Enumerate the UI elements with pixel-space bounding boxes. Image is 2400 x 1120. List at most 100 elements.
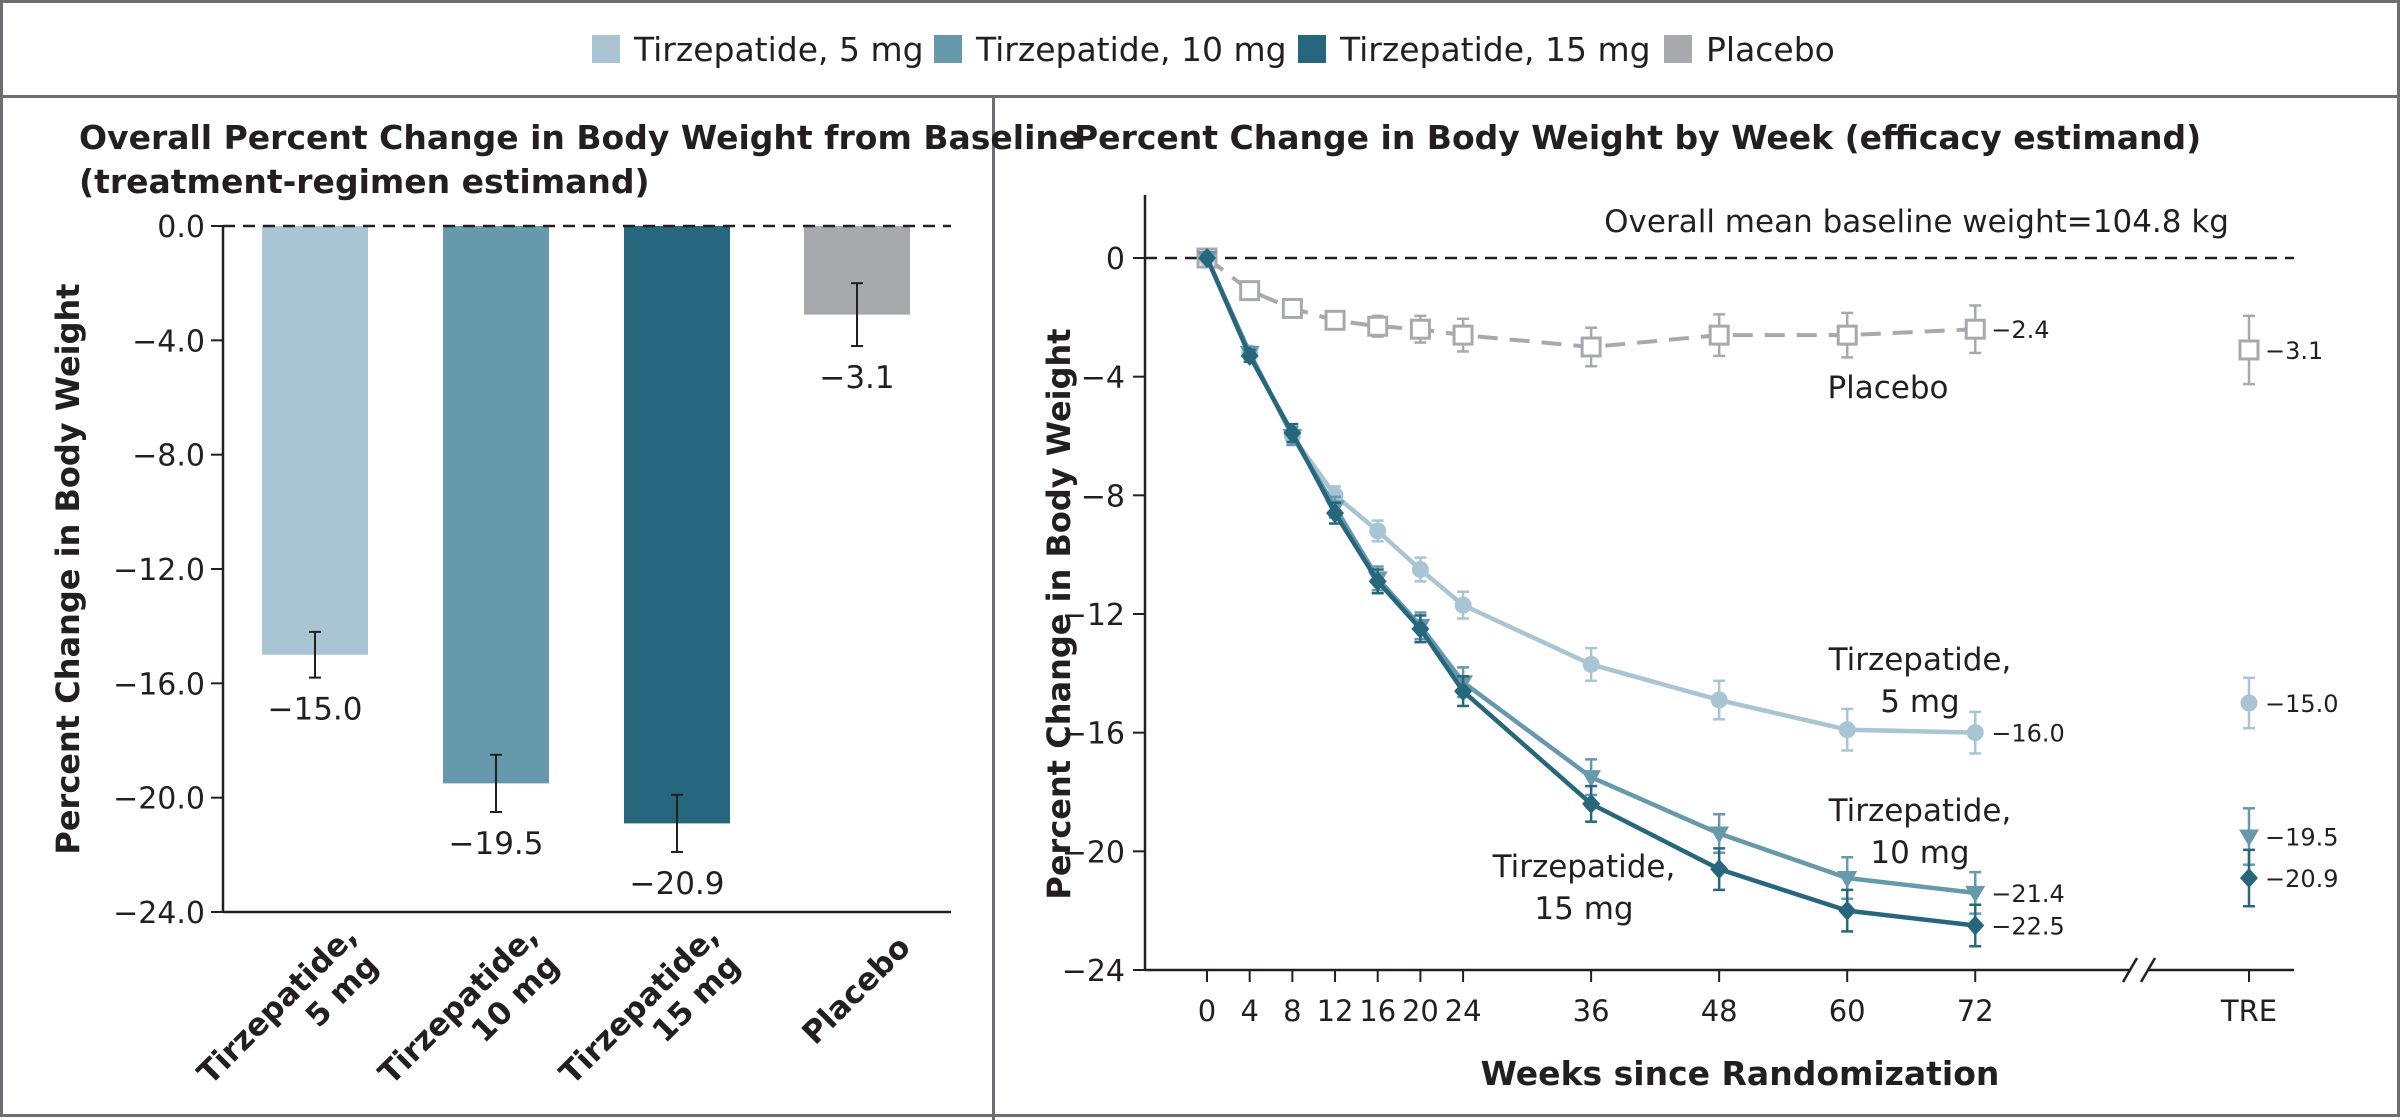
x-tick-label: 24 <box>1445 994 1482 1028</box>
y-tick-label: −8.0 <box>132 439 205 474</box>
end-value-label: −21.4 <box>1991 880 2065 908</box>
bar <box>443 226 549 784</box>
bar-chart: 0.0−4.0−8.0−12.0−16.0−20.0−24.0−15.0Tirz… <box>49 210 951 1092</box>
data-point <box>1838 900 1857 921</box>
baseline-weight-annotation: Overall mean baseline weight=104.8 kg <box>1604 204 2229 240</box>
data-point <box>1966 724 1984 742</box>
y-tick-label: −8 <box>1081 479 1125 514</box>
legend-label: Tirzepatide, 15 mg <box>1340 29 1651 69</box>
legend-swatch <box>1298 35 1326 63</box>
data-point <box>1581 770 1602 788</box>
legend-swatch <box>1664 35 1692 63</box>
series-name-label: Tirzepatide, <box>1828 793 2012 829</box>
bar <box>624 226 730 824</box>
series-tirzepatide-5-mg: −16.0 −15.0 Tirzepatide, 5 mg <box>1198 249 2339 755</box>
legend: Tirzepatide, 5 mg Tirzepatide, 10 mg Tir… <box>3 3 2397 98</box>
data-label: −15.0 <box>268 692 363 728</box>
legend-item-tirzepatide-10mg: Tirzepatide, 10 mg <box>934 29 1287 69</box>
x-tick-label: 0 <box>1198 994 1216 1028</box>
series-name-label: Tirzepatide, <box>1492 849 1676 885</box>
series-tirzepatide-10-mg: −21.4 −19.5 Tirzepatide, 10 mg <box>1197 251 2339 915</box>
data-point <box>1326 503 1345 524</box>
data-point <box>1454 681 1473 702</box>
data-point <box>2240 868 2258 889</box>
legend-swatch <box>592 35 620 63</box>
tre-value-label: −3.1 <box>2265 337 2323 365</box>
y-tick-label: −4.0 <box>132 324 205 359</box>
x-tick-label: 16 <box>1359 994 1396 1028</box>
y-tick-label: −12 <box>1062 598 1125 633</box>
data-point <box>2238 339 2260 361</box>
x-tick-label: 4 <box>1240 994 1258 1028</box>
legend-label: Placebo <box>1706 29 1835 69</box>
bar <box>262 226 368 655</box>
data-label: −3.1 <box>819 360 894 396</box>
tre-value-label: −20.9 <box>2265 865 2339 893</box>
data-point <box>1582 793 1601 814</box>
y-axis-label: Percent Change in Body Weight <box>1040 328 1078 899</box>
data-point <box>1708 324 1730 346</box>
data-point <box>1838 721 1856 739</box>
legend-item-tirzepatide-5mg: Tirzepatide, 5 mg <box>592 29 924 69</box>
data-point <box>1966 915 1985 936</box>
data-point <box>1452 324 1474 346</box>
data-point <box>1281 297 1303 319</box>
series-name-label: Tirzepatide, <box>1828 642 2012 678</box>
tre-value-label: −19.5 <box>2265 824 2339 852</box>
x-tick-label-tre: TRE <box>2220 994 2277 1028</box>
data-point <box>1283 423 1302 444</box>
axis-break-mark <box>2121 957 2139 983</box>
data-point <box>1411 561 1429 578</box>
legend-label: Tirzepatide, 10 mg <box>976 29 1287 69</box>
data-label: −19.5 <box>449 826 544 862</box>
data-point <box>1580 336 1602 358</box>
y-tick-label: 0.0 <box>157 210 205 245</box>
data-point <box>2239 829 2259 847</box>
panel-divider <box>992 95 995 1120</box>
y-tick-label: −20.0 <box>113 782 205 817</box>
axis-break-mark <box>2139 957 2157 983</box>
data-point <box>1324 309 1346 331</box>
series-name-label: Placebo <box>1827 370 1948 406</box>
y-tick-label: −20 <box>1062 835 1125 870</box>
series-name-label: 10 mg <box>1870 835 1969 871</box>
legend-item-placebo: Placebo <box>1664 29 1835 69</box>
y-axis-label: Percent Change in Body Weight <box>49 283 87 854</box>
x-axis-label: Weeks since Randomization <box>1481 1054 2000 1093</box>
data-point <box>1240 345 1259 366</box>
data-point <box>1198 248 1216 268</box>
bar-chart-title-line2: (treatment-regimen estimand) <box>79 162 650 201</box>
x-tick-label: 12 <box>1317 994 1354 1028</box>
data-point <box>1836 324 1858 346</box>
line-chart: 0−4−8−12−16−20−240 4 8 12 16 20 24 36 48 60 72 TREO… <box>1040 195 2339 1093</box>
data-point <box>1582 655 1600 673</box>
data-point <box>2240 694 2258 712</box>
x-tick-label: 60 <box>1829 994 1866 1028</box>
bar-chart-title: Overall Percent Change in Body Weight fr… <box>79 116 1081 204</box>
x-tick-label: 48 <box>1701 994 1738 1028</box>
legend-item-tirzepatide-15mg: Tirzepatide, 15 mg <box>1298 29 1651 69</box>
end-value-label: −16.0 <box>1991 720 2065 748</box>
data-point <box>1409 318 1431 340</box>
x-tick-label: 8 <box>1283 994 1301 1028</box>
x-tick-label: 72 <box>1957 994 1994 1028</box>
line-chart-title: Percent Change in Body Weight by Week (e… <box>1074 118 2202 157</box>
end-value-label: −22.5 <box>1991 913 2065 941</box>
data-point <box>1454 596 1472 614</box>
tre-value-label: −15.0 <box>2265 690 2339 718</box>
x-tick-label: 36 <box>1573 994 1610 1028</box>
legend-swatch <box>934 35 962 63</box>
data-point <box>1369 522 1387 540</box>
data-point <box>1368 571 1387 592</box>
y-tick-label: −24.0 <box>113 896 205 931</box>
bar-chart-title-line1: Overall Percent Change in Body Weight fr… <box>79 118 1082 157</box>
series-tirzepatide-15-mg: −22.5 −20.9 Tirzepatide, 15 mg <box>1198 248 2339 948</box>
y-tick-label: −16.0 <box>113 667 205 702</box>
y-tick-label: −12.0 <box>113 553 205 588</box>
legend-label: Tirzepatide, 5 mg <box>634 29 924 69</box>
data-point <box>1964 318 1986 340</box>
end-value-label: −2.4 <box>1991 316 2049 344</box>
y-tick-label: −16 <box>1062 717 1125 752</box>
data-point <box>1837 871 1858 889</box>
